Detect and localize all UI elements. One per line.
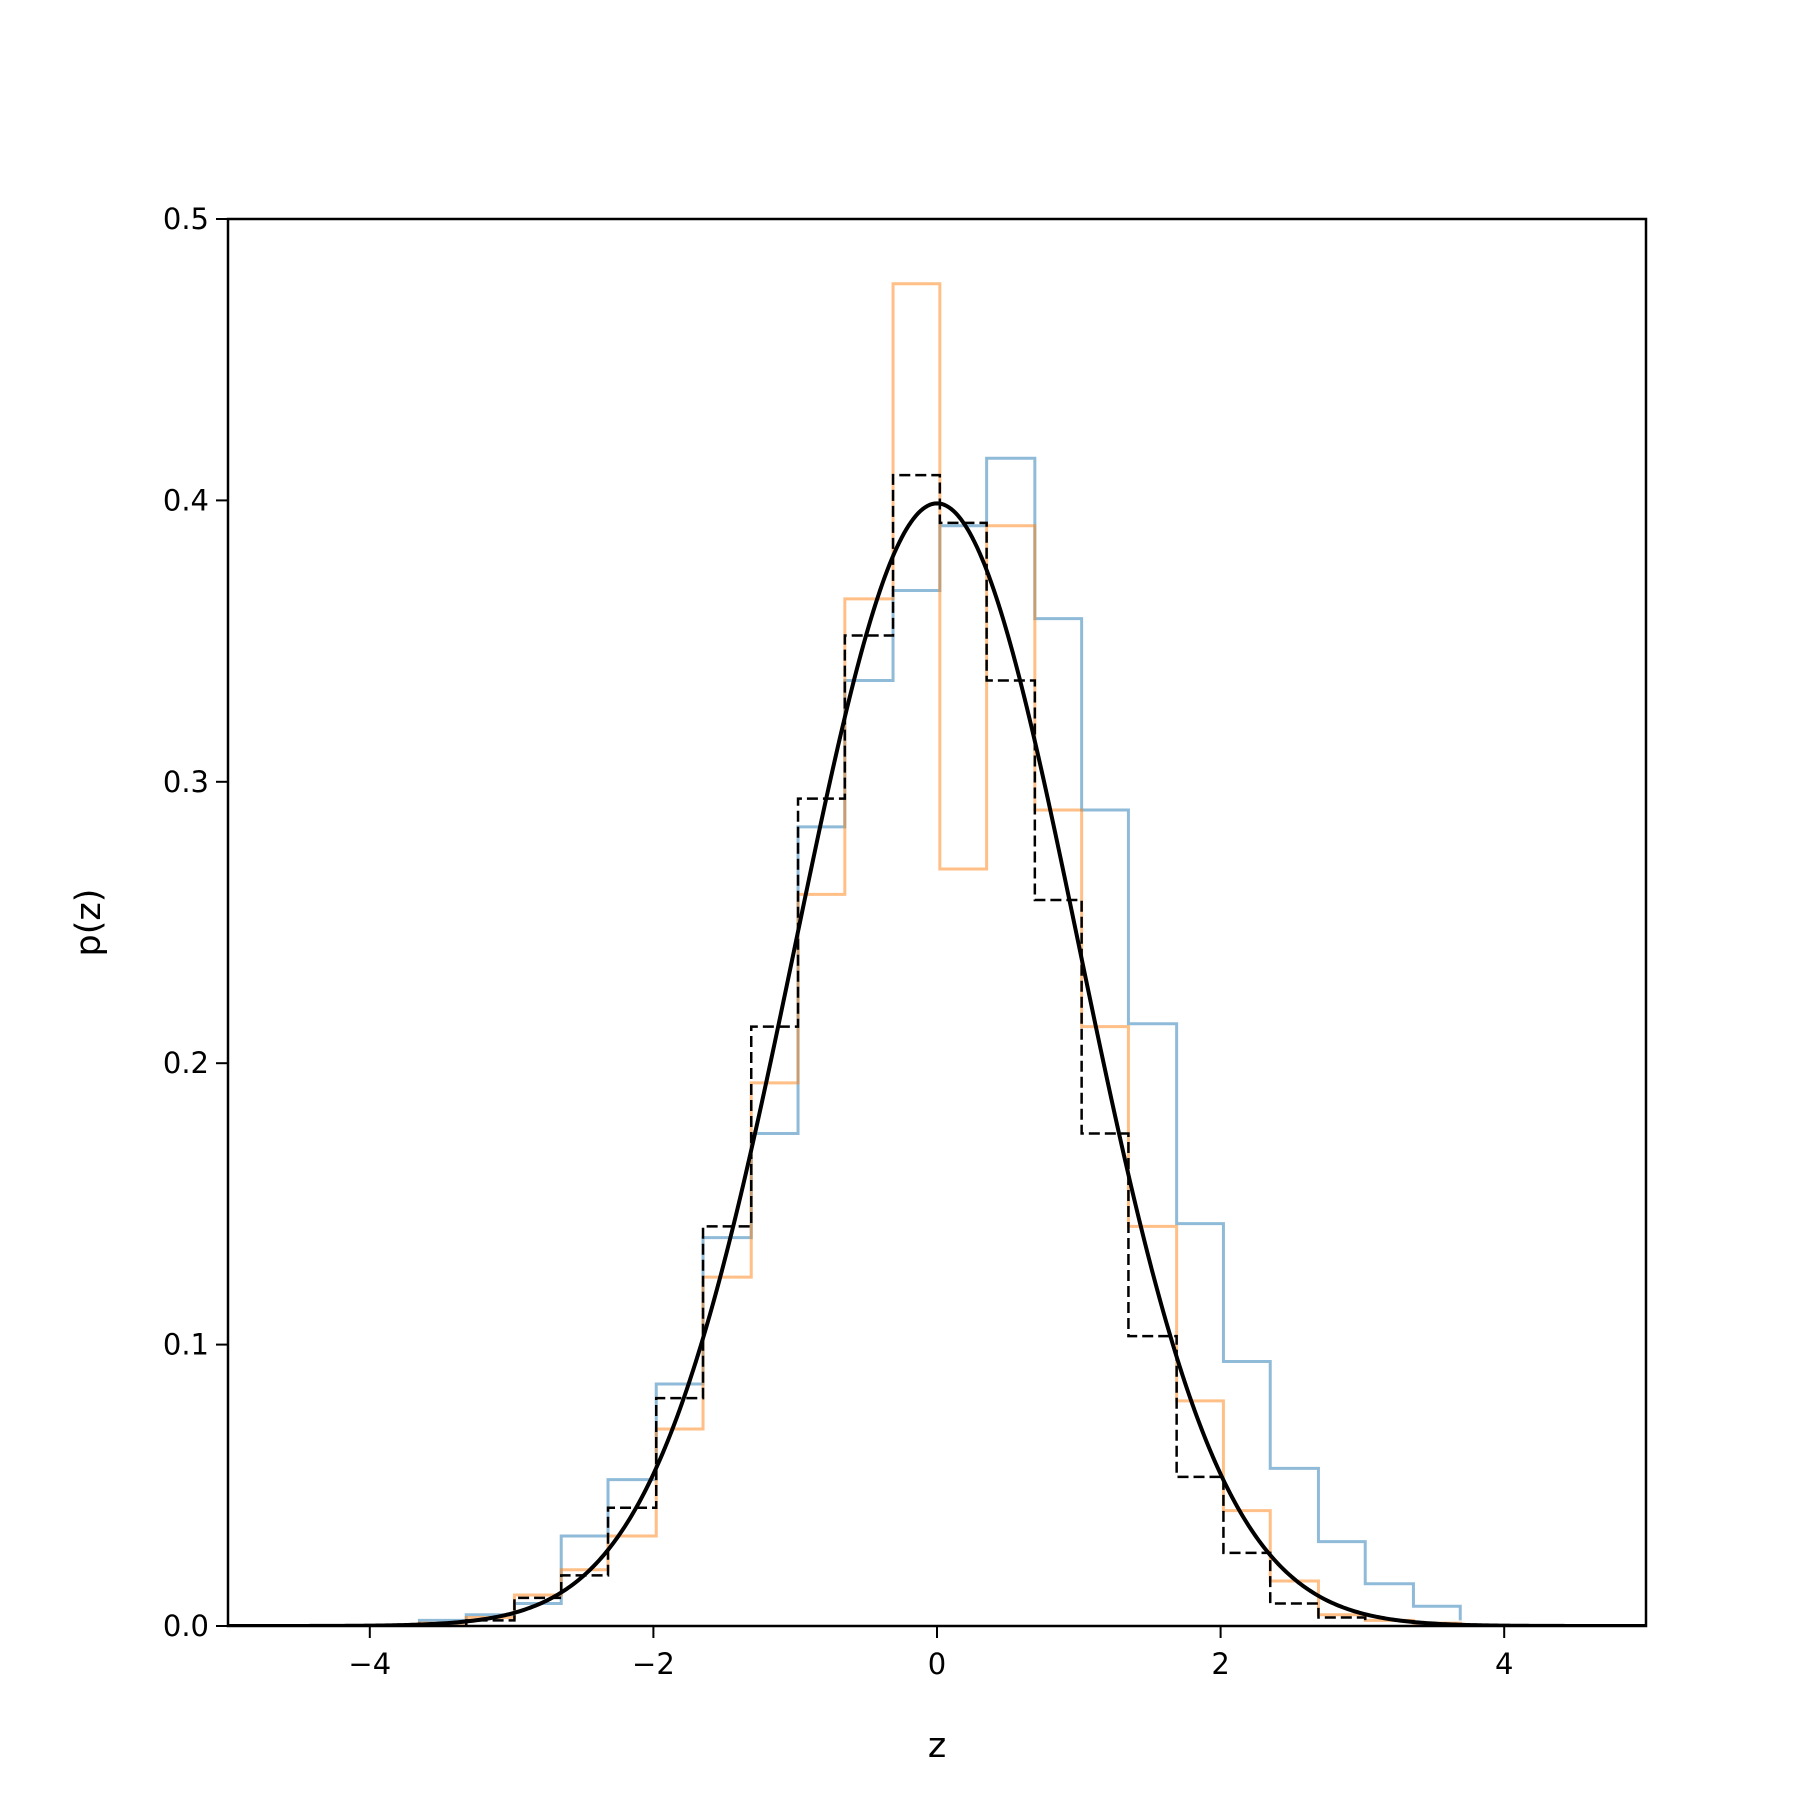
x-tick-label: −4 xyxy=(348,1647,391,1681)
x-tick-label: 2 xyxy=(1211,1647,1229,1681)
histogram-series-3 xyxy=(464,473,1367,1626)
x-axis: −4 −2 0 2 4 xyxy=(348,1626,1513,1681)
y-tick-label: 0.4 xyxy=(163,483,209,517)
normal-pdf-curve xyxy=(228,501,1646,1626)
x-tick-label: 4 xyxy=(1495,1647,1513,1681)
plot-frame xyxy=(226,217,1648,1628)
y-tick-label: 0.2 xyxy=(163,1046,209,1080)
x-axis-label: z xyxy=(928,1726,946,1766)
y-axis: 0.0 0.1 0.2 0.3 0.4 0.5 xyxy=(163,202,228,1643)
x-tick-label: 0 xyxy=(928,1647,946,1681)
y-tick-label: 0.1 xyxy=(163,1328,209,1362)
x-tick-label: −2 xyxy=(632,1647,675,1681)
plot-area xyxy=(228,282,1646,1626)
y-axis-label: p(z) xyxy=(69,889,109,957)
y-tick-label: 0.0 xyxy=(163,1609,209,1643)
y-tick-label: 0.3 xyxy=(163,765,209,799)
y-tick-label: 0.5 xyxy=(163,202,209,236)
